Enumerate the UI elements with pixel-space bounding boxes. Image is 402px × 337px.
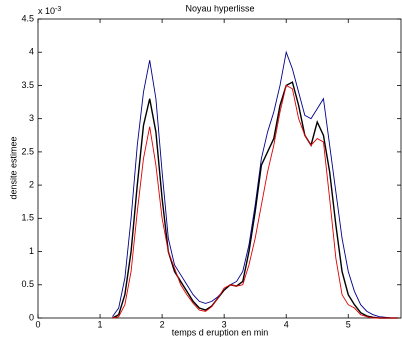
y-multiplier: x 10-3 xyxy=(38,6,61,17)
x-tick-label: 4 xyxy=(284,319,289,329)
x-tick-label: 3 xyxy=(222,319,227,329)
y-tick-label: 1 xyxy=(29,246,34,256)
y-tick-label: 4 xyxy=(29,47,34,57)
y-tick-label: 1.5 xyxy=(21,213,34,223)
chart-title: Noyau hyperlisse xyxy=(185,3,254,13)
x-tick-label: 2 xyxy=(160,319,165,329)
y-tick-label: 2.5 xyxy=(21,146,34,156)
series-line xyxy=(112,81,398,319)
y-multiplier-base: x 10 xyxy=(38,6,55,16)
x-tick-label: 0 xyxy=(35,319,40,329)
y-tick-label: 2 xyxy=(29,179,34,189)
y-tick-label: 0.5 xyxy=(21,279,34,289)
y-multiplier-exponent: -3 xyxy=(55,6,61,13)
x-axis-label: temps d eruption en min xyxy=(172,327,269,337)
y-tick-label: 4.5 xyxy=(21,13,34,23)
y-axis-label: densite estimee xyxy=(8,136,18,199)
x-tick-label: 1 xyxy=(98,319,103,329)
y-tick-label: 0 xyxy=(29,312,34,322)
y-tick-label: 3 xyxy=(29,113,34,123)
series-line xyxy=(112,84,398,319)
plot-frame xyxy=(37,18,402,319)
series-line xyxy=(112,50,398,319)
y-tick-label: 3.5 xyxy=(21,80,34,90)
x-tick-label: 5 xyxy=(346,319,351,329)
